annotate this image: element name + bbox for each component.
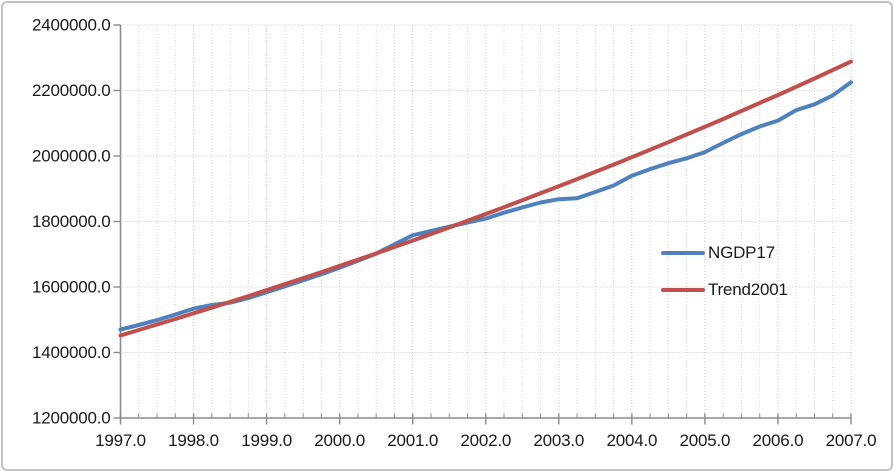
x-axis-tick-label: 2006.0 — [753, 431, 804, 450]
x-axis-tick-label: 2005.0 — [680, 431, 731, 450]
x-axis-tick-label: 1998.0 — [168, 431, 219, 450]
legend-label-ngdp17: NGDP17 — [708, 243, 775, 262]
x-axis-tick-label: 1997.0 — [95, 431, 146, 450]
x-axis-tick-label: 2001.0 — [387, 431, 438, 450]
x-axis-tick-label: 2002.0 — [460, 431, 511, 450]
axis-tick-labels: 1200000.0 1400000.0 1600000.0 1800000.0 2000… — [32, 16, 877, 451]
x-axis-tick-label: 2000.0 — [314, 431, 365, 450]
y-axis-tick-label: 1400000.0 — [32, 343, 111, 362]
y-axis-tick-label: 1200000.0 — [32, 409, 111, 428]
y-axis-tick-label: 2400000.0 — [32, 16, 111, 35]
legend-item-trend2001: Trend2001 — [661, 280, 788, 300]
y-axis-tick-label: 2200000.0 — [32, 81, 111, 100]
x-axis-tick-label: 2004.0 — [606, 431, 657, 450]
y-axis-tick-label: 1600000.0 — [32, 278, 111, 297]
legend-line-swatch-trend2001 — [661, 287, 705, 293]
legend-label-trend2001: Trend2001 — [708, 280, 788, 299]
legend: NGDP17 Trend2001 — [661, 243, 788, 300]
x-axis-tick-label: 1999.0 — [241, 431, 292, 450]
y-axis-tick-label: 2000000.0 — [32, 147, 111, 166]
x-axis-tick-label: 2003.0 — [533, 431, 584, 450]
legend-line-swatch-ngdp17 — [661, 250, 705, 256]
gridlines — [120, 24, 852, 418]
trend2001-line — [118, 59, 853, 338]
axes-and-ticks — [113, 24, 852, 425]
data-series — [118, 59, 853, 338]
legend-item-ngdp17: NGDP17 — [661, 243, 788, 263]
y-axis-tick-label: 1800000.0 — [32, 212, 111, 231]
x-axis-tick-label: 2007.0 — [826, 431, 877, 450]
